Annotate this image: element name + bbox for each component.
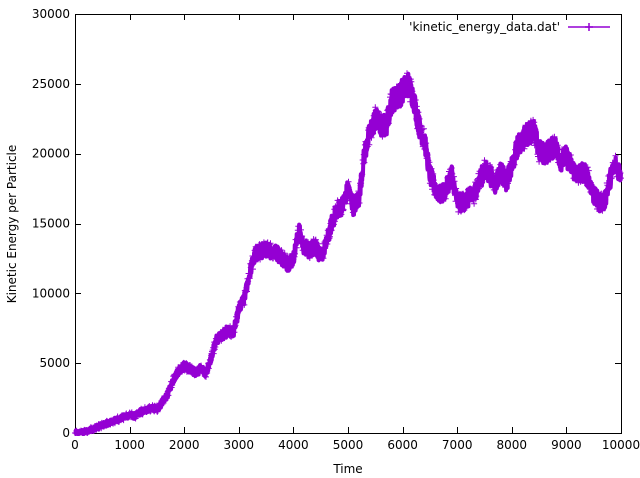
y-axis-ticks: 0 5000 10000 15000 20000 25000 30000	[32, 7, 621, 440]
x-axis-ticks: 0 1000 2000 3000 4000 5000 6000 7000 8000 9000 100…	[71, 14, 640, 452]
x-tick-label: 4000	[278, 438, 309, 452]
x-tick-label: 1000	[114, 438, 145, 452]
x-tick-label: 0	[71, 438, 79, 452]
y-tick-label: 30000	[32, 7, 70, 21]
x-tick-label: 7000	[442, 438, 473, 452]
y-tick-label: 0	[62, 426, 70, 440]
x-tick-label: 5000	[333, 438, 364, 452]
x-tick-label: 2000	[169, 438, 200, 452]
y-axis-title: Kinetic Energy per Particle	[5, 145, 19, 304]
series-layer	[72, 70, 624, 436]
y-tick-label: 10000	[32, 286, 70, 300]
x-tick-label: 6000	[387, 438, 418, 452]
y-tick-label: 5000	[39, 356, 70, 370]
legend: 'kinetic_energy_data.dat'	[409, 20, 610, 34]
x-tick-label: 10000	[602, 438, 640, 452]
y-tick-label: 25000	[32, 77, 70, 91]
plot-frame	[75, 14, 622, 434]
y-tick-label: 15000	[32, 217, 70, 231]
series-line	[73, 71, 623, 435]
x-tick-label: 9000	[551, 438, 582, 452]
legend-entry-label: 'kinetic_energy_data.dat'	[409, 20, 560, 34]
x-tick-label: 3000	[224, 438, 255, 452]
x-tick-label: 8000	[497, 438, 528, 452]
series-markers	[72, 70, 624, 436]
legend-swatch	[568, 23, 610, 31]
x-axis-title: Time	[332, 462, 362, 476]
legend-swatch-marker	[585, 23, 593, 31]
y-tick-label: 20000	[32, 147, 70, 161]
